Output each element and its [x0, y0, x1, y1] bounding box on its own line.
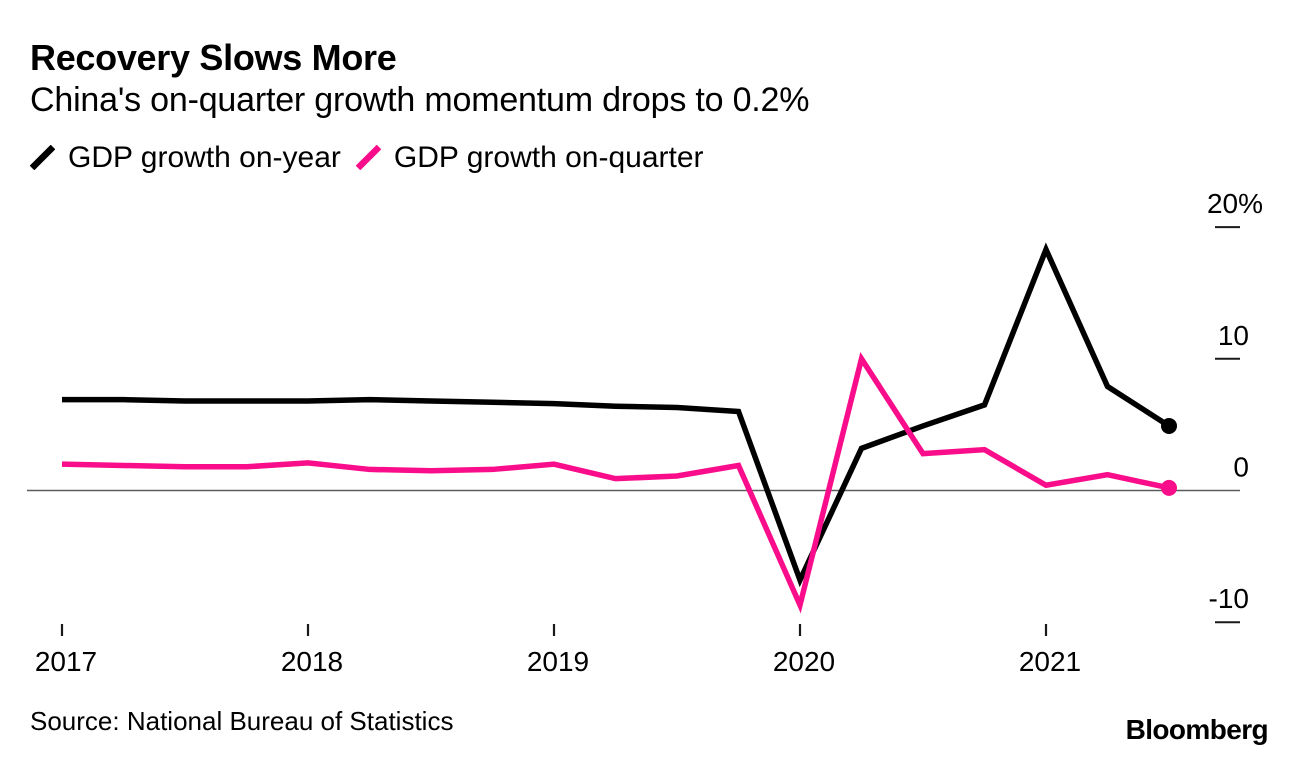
- x-axis-label: 2018: [281, 646, 343, 677]
- legend-slash-icon-black: [30, 145, 55, 170]
- y-axis-label: 10: [1218, 320, 1249, 351]
- legend-item-on-quarter: GDP growth on-quarter: [355, 141, 704, 174]
- gdp-growth-on-year-endpoint-dot: [1161, 417, 1177, 434]
- chart-subtitle: China's on-quarter growth momentum drops…: [30, 81, 810, 119]
- gdp-growth-on-year-line: [62, 242, 1171, 588]
- x-axis-label: 2017: [35, 646, 97, 677]
- y-axis-label: -10: [1209, 583, 1249, 614]
- x-axis-label: 2019: [527, 646, 589, 677]
- chart-title: Recovery Slows More: [30, 37, 397, 78]
- y-axis-label: 20%: [1207, 188, 1263, 219]
- bloomberg-wordmark: Bloomberg: [1125, 714, 1269, 745]
- legend-slash-icon-pink: [355, 145, 381, 170]
- source-note: Source: National Bureau of Statistics: [30, 706, 454, 736]
- legend: GDP growth on-year GDP growth on-quarter: [30, 141, 704, 174]
- y-axis-label: 0: [1233, 452, 1249, 483]
- x-axis-label: 2021: [1019, 646, 1081, 677]
- gdp-growth-on-quarter-endpoint-dot: [1161, 479, 1177, 496]
- legend-label-on-quarter: GDP growth on-quarter: [393, 141, 704, 174]
- legend-item-on-year: GDP growth on-year: [30, 141, 341, 174]
- x-axis-label: 2020: [773, 646, 835, 677]
- gdp-growth-on-quarter-line: [61, 351, 1170, 614]
- legend-label-on-year: GDP growth on-year: [68, 141, 341, 174]
